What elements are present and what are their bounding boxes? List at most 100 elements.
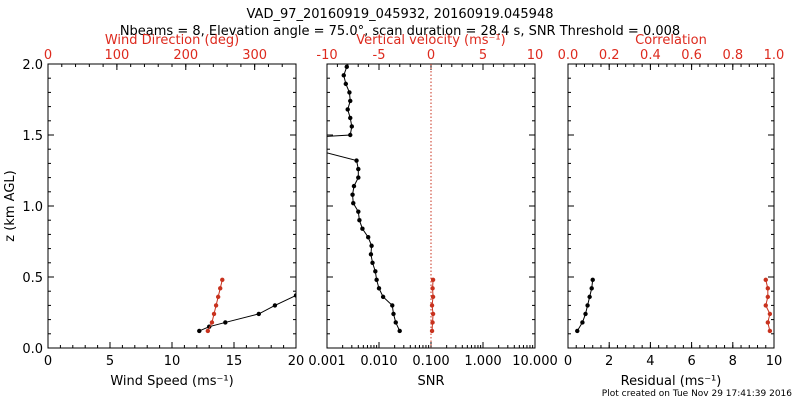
- top-tick-label: 100: [104, 48, 129, 63]
- bottom-tick-label: 15: [226, 354, 243, 369]
- top-tick-label: 200: [173, 48, 198, 63]
- data-point: [589, 286, 594, 291]
- plot-frame: [47, 63, 297, 349]
- data-point: [354, 158, 359, 163]
- data-point: [430, 277, 436, 283]
- data-point: [218, 286, 223, 291]
- top-tick-label: 0.8: [722, 48, 743, 63]
- data-point: [380, 294, 386, 300]
- y-tick-label: 2.0: [22, 58, 43, 73]
- data-point: [587, 294, 592, 300]
- data-point: [256, 311, 261, 317]
- top-tick-label: -5: [373, 48, 386, 63]
- bottom-tick-label: 10.000: [512, 354, 558, 369]
- data-point: [351, 183, 357, 189]
- panel-middle: 0.001 0.010 0.100 1.000 10.000 -10 -5 0 5 10 SNR Ve…: [308, 33, 558, 389]
- data-point: [430, 320, 435, 325]
- data-point: [357, 218, 362, 223]
- bottom-tick-label: 10: [164, 354, 181, 369]
- data-point: [430, 311, 436, 317]
- top-tick-label: 0.4: [640, 48, 661, 63]
- bottom-tick-label: 1.000: [464, 354, 501, 369]
- top-tick-label: 300: [242, 48, 267, 63]
- plot-frame: [567, 63, 775, 349]
- top-axis-title: Wind Direction (deg): [105, 33, 239, 48]
- data-point: [293, 293, 296, 298]
- top-tick-label: 0.2: [599, 48, 620, 63]
- data-point: [397, 328, 402, 334]
- data-point: [348, 132, 353, 138]
- data-point: [344, 64, 349, 70]
- data-point: [590, 277, 595, 283]
- y-tick-label: 0.5: [22, 271, 43, 286]
- data-point: [223, 320, 228, 325]
- top-tick-label: -10: [316, 48, 337, 63]
- y-tick-label: 1.0: [22, 200, 43, 215]
- data-point: [343, 81, 349, 87]
- data-point: [763, 277, 768, 283]
- top-tick-label: 0.6: [681, 48, 702, 63]
- x-axis-title: SNR: [417, 374, 444, 389]
- top-tick-label: 0: [427, 48, 435, 63]
- x-axis-title: Wind Speed (ms⁻¹): [110, 374, 233, 389]
- data-point: [348, 115, 353, 121]
- series-right-top: [763, 277, 773, 334]
- bottom-tick-label: 20: [288, 354, 305, 369]
- data-point: [209, 320, 215, 325]
- data-point: [370, 260, 375, 265]
- bottom-tick-label: 6: [687, 354, 695, 369]
- top-tick-label: 10: [527, 48, 544, 63]
- panel-right: 0 2 4 6 8 10 0.0 0.2 0.4 0.6 0.8 1.0 Residual (ms⁻¹)…: [558, 33, 785, 389]
- data-point: [580, 320, 585, 325]
- bottom-tick-label: 0.010: [360, 354, 397, 369]
- x-axis-title: Residual (ms⁻¹): [621, 374, 722, 389]
- data-point: [356, 175, 361, 180]
- data-point: [390, 303, 395, 308]
- bottom-tick-label: 10: [766, 354, 783, 369]
- data-point: [341, 73, 346, 78]
- series-right-bottom: [575, 277, 595, 334]
- top-tick-label: 0: [44, 48, 52, 63]
- title-line-2: Nbeams = 8, Elevation angle = 75.0°, sca…: [120, 24, 680, 39]
- data-point: [429, 303, 435, 308]
- data-point: [356, 209, 361, 214]
- data-point: [767, 311, 773, 317]
- data-point: [369, 243, 374, 248]
- data-point: [376, 286, 382, 291]
- bottom-tick-label: 0.001: [308, 354, 345, 369]
- data-point: [220, 277, 225, 283]
- data-point: [350, 192, 355, 197]
- series-middle-bottom: [327, 64, 402, 334]
- data-point: [197, 328, 202, 334]
- data-point: [356, 166, 361, 172]
- data-point: [368, 252, 374, 257]
- data-point: [575, 328, 580, 334]
- data-point: [272, 303, 278, 308]
- data-point: [348, 98, 353, 104]
- bottom-tick-label: 4: [646, 354, 654, 369]
- data-point: [213, 303, 219, 308]
- data-point: [374, 277, 379, 283]
- top-tick-label: 0.0: [558, 48, 579, 63]
- data-point: [430, 294, 436, 300]
- top-axis-title: Correlation: [635, 33, 707, 48]
- bottom-tick-label: 5: [106, 354, 114, 369]
- data-point: [347, 90, 352, 95]
- data-point: [360, 226, 365, 231]
- bottom-tick-label: 2: [605, 354, 613, 369]
- series-left-top: [205, 277, 225, 334]
- bottom-tick-label: 0: [44, 354, 52, 369]
- data-point: [763, 303, 768, 308]
- series-middle-top: [429, 277, 436, 334]
- data-point: [215, 294, 221, 300]
- data-point: [765, 286, 771, 291]
- data-point: [765, 320, 771, 325]
- bottom-tick-label: 0: [564, 354, 572, 369]
- data-point: [366, 235, 371, 240]
- y-axis-title: z (km AGL): [3, 170, 18, 241]
- top-tick-label: 5: [479, 48, 487, 63]
- data-point: [765, 294, 771, 300]
